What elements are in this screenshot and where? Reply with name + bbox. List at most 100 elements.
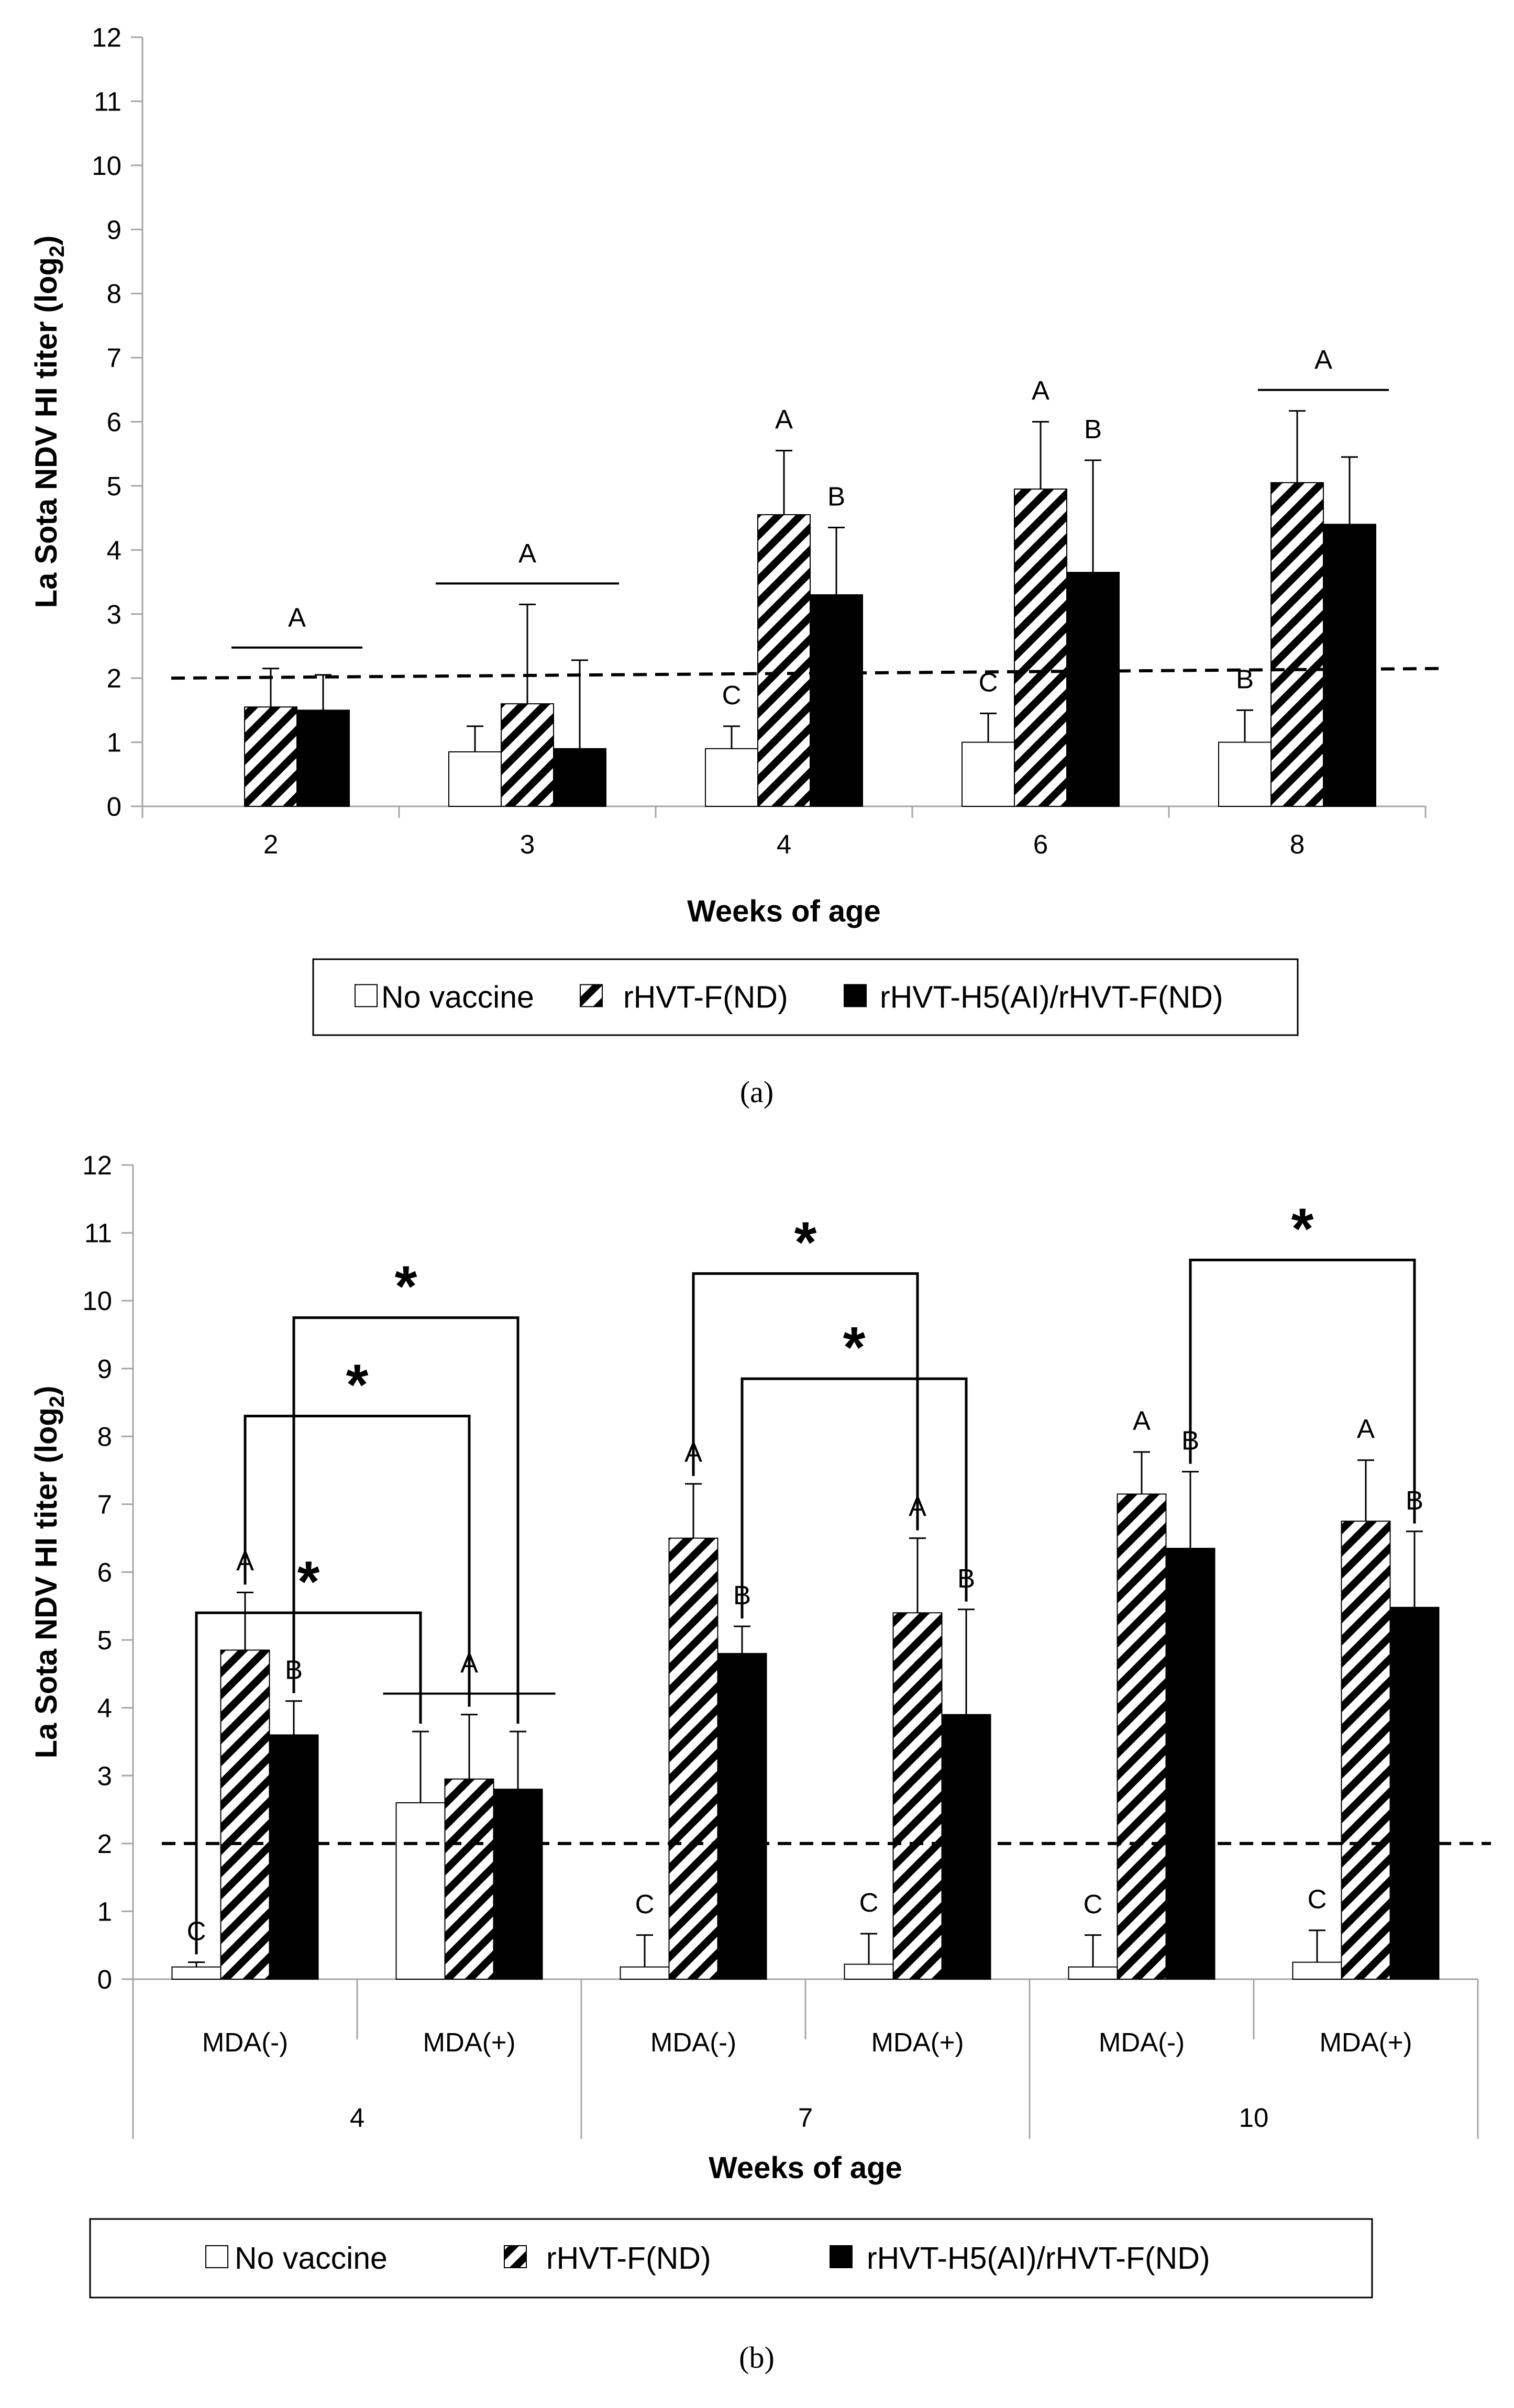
y-tick-label: 2 <box>97 1829 112 1859</box>
x-tick-label: 6 <box>1033 829 1048 859</box>
y-tick-label: 9 <box>97 1354 112 1384</box>
y-tick-label: 6 <box>97 1558 112 1588</box>
y-axis-title: La Sota NDV HI titer (log2) <box>29 1386 69 1759</box>
y-tick-label: 12 <box>92 23 121 52</box>
legend-swatch-2 <box>844 984 867 1007</box>
significance-letter: C <box>635 1889 655 1919</box>
bar-1 <box>444 1778 494 1980</box>
bar-0 <box>1218 741 1272 807</box>
bar-2 <box>269 1734 319 1980</box>
y-tick-label: 9 <box>107 215 121 245</box>
y-tick-label: 4 <box>107 535 121 565</box>
panel-label: (a) <box>740 1075 773 1109</box>
significance-star: * <box>297 1549 320 1614</box>
y-axis-title-main: La Sota NDV HI titer (log <box>29 1407 63 1758</box>
y-tick-label: 11 <box>84 1218 112 1248</box>
bar-2 <box>493 1789 543 1980</box>
legend-box <box>312 958 1299 1036</box>
significance-star: * <box>794 1210 817 1274</box>
bar-0 <box>171 1966 222 1980</box>
bar-2 <box>810 594 863 807</box>
y-tick-label: 10 <box>92 151 121 181</box>
significance-bracket <box>292 1316 520 1724</box>
y-tick-label: 1 <box>107 728 121 758</box>
y-axis-title-close: ) <box>29 1386 63 1396</box>
legend-label: rHVT-F(ND) <box>623 980 788 1015</box>
bar-0 <box>448 751 502 807</box>
y-tick-label: 7 <box>107 343 121 373</box>
legend-label: rHVT-H5(AI)/rHVT-F(ND) <box>867 2241 1210 2276</box>
y-tick-label: 5 <box>107 471 121 501</box>
legend-label: rHVT-F(ND) <box>546 2241 711 2276</box>
y-tick-label: 12 <box>82 1150 112 1180</box>
significance-bracket <box>195 1611 422 1955</box>
legend-swatch-0 <box>355 984 378 1007</box>
significance-letter: A <box>288 603 306 632</box>
significance-letter: A <box>1032 376 1049 406</box>
bar-0 <box>395 1802 446 1980</box>
significance-letter: A <box>1357 1414 1375 1444</box>
legend-swatch-0 <box>205 2245 228 2268</box>
significance-letter: C <box>859 1888 879 1917</box>
bar-1 <box>1117 1493 1167 1980</box>
bar-1 <box>668 1537 719 1980</box>
y-tick-label: 0 <box>97 1965 112 1994</box>
significance-letter: C <box>1084 1889 1103 1919</box>
significance-letter: B <box>827 481 845 511</box>
significance-letter: A <box>1133 1406 1151 1436</box>
y-axis-title-main: La Sota NDV HI titer (log <box>29 257 63 608</box>
significance-letter: B <box>1084 414 1102 444</box>
bar-1 <box>244 706 297 807</box>
y-axis-title: La Sota NDV HI titer (log2) <box>29 236 69 608</box>
bar-0 <box>620 1966 670 1980</box>
x-outer-tick-label: 7 <box>798 2103 813 2133</box>
bar-2 <box>1165 1548 1215 1980</box>
x-tick-label: 4 <box>777 829 791 859</box>
legend-box <box>89 2218 1373 2299</box>
bar-1 <box>501 703 554 807</box>
y-tick-label: 8 <box>107 279 121 309</box>
significance-star: * <box>843 1315 866 1380</box>
y-tick-label: 10 <box>82 1286 112 1316</box>
x-tick-label: MDA(+) <box>1319 2027 1412 2057</box>
significance-star: * <box>346 1352 369 1417</box>
x-tick-label: MDA(+) <box>871 2027 964 2057</box>
x-outer-tick-label: 10 <box>1239 2103 1269 2133</box>
significance-star: * <box>395 1255 417 1319</box>
y-tick-label: 8 <box>97 1422 112 1451</box>
legend-swatch-1 <box>504 2245 527 2268</box>
legend-label: rHVT-H5(AI)/rHVT-F(ND) <box>880 980 1223 1015</box>
y-tick-label: 1 <box>97 1896 112 1926</box>
bar-0 <box>844 1963 894 1980</box>
bar-1 <box>1014 489 1067 807</box>
bar-2 <box>1066 572 1120 807</box>
bar-1 <box>757 514 811 807</box>
x-outer-tick-label: 4 <box>350 2103 364 2133</box>
significance-letter: C <box>1308 1884 1327 1914</box>
y-tick-label: 3 <box>107 600 121 629</box>
legend-label: No vaccine <box>235 2241 388 2276</box>
y-tick-label: 11 <box>94 86 121 116</box>
bar-2 <box>941 1714 991 1980</box>
bar-1 <box>1270 482 1324 807</box>
x-tick-label: MDA(-) <box>1099 2027 1185 2057</box>
y-tick-label: 3 <box>97 1761 112 1791</box>
bar-2 <box>553 748 606 807</box>
y-tick-label: 4 <box>97 1693 112 1723</box>
legend-swatch-1 <box>580 984 603 1007</box>
y-axis-title-subscript: 2 <box>46 246 69 257</box>
bar-0 <box>962 741 1015 807</box>
significance-star: * <box>1291 1196 1314 1261</box>
bar-0 <box>1068 1966 1118 1980</box>
x-tick-label: 3 <box>520 829 535 859</box>
y-tick-label: 6 <box>107 407 121 437</box>
bar-2 <box>296 709 350 807</box>
significance-letter: A <box>775 405 793 435</box>
significance-letter: C <box>979 667 998 697</box>
significance-bracket <box>692 1272 919 1530</box>
y-tick-label: 5 <box>97 1625 112 1655</box>
bar-0 <box>1292 1961 1342 1980</box>
